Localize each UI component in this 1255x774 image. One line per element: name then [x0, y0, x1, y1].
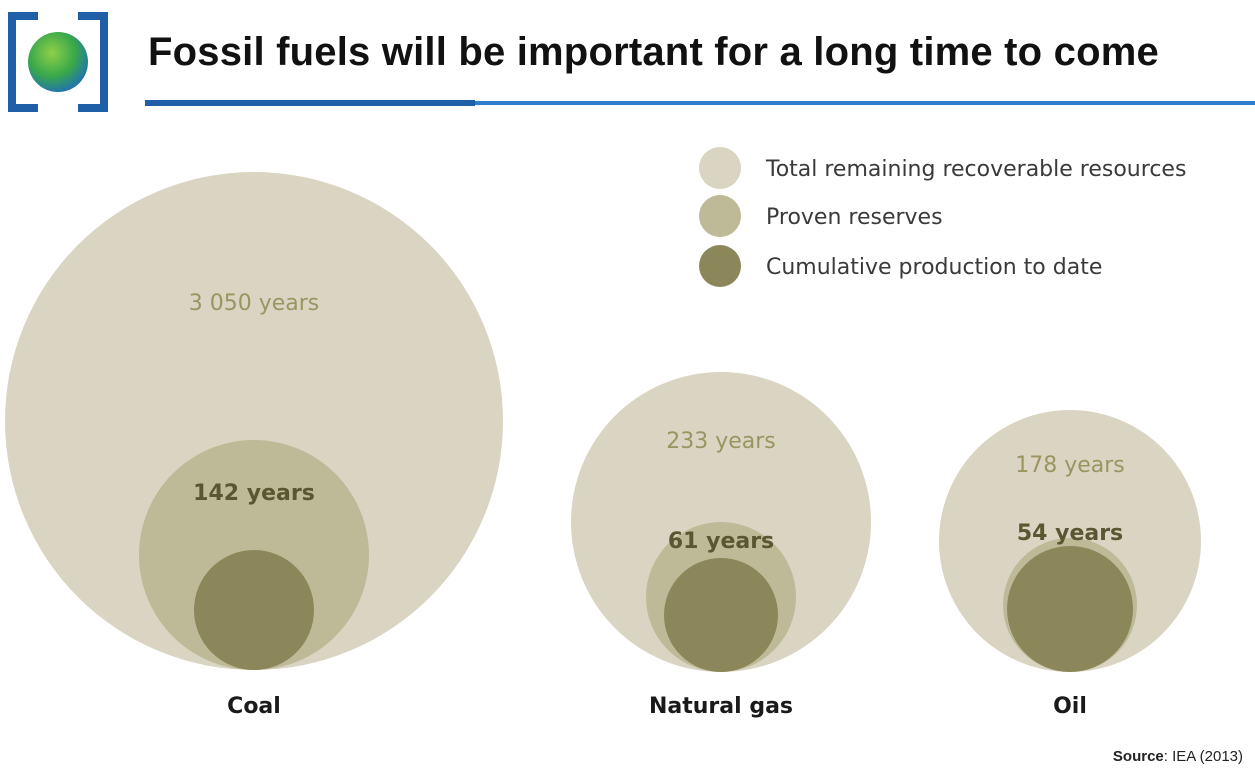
bubble-group-coal: 3 050 years 142 years Coal — [5, 172, 503, 719]
natural-gas-total-label: 233 years — [666, 429, 776, 454]
legend-swatch-total — [699, 147, 741, 189]
source-label: Source — [1113, 748, 1164, 765]
category-label-oil: Oil — [1053, 694, 1087, 719]
natural-gas-proven-label: 61 years — [668, 529, 774, 554]
category-label-coal: Coal — [227, 694, 281, 719]
legend-label-total: Total remaining recoverable resources — [765, 157, 1186, 182]
legend: Total remaining recoverable resources Pro… — [699, 147, 1186, 287]
legend-swatch-cumulative — [699, 245, 741, 287]
oil-cumulative-circle — [1007, 546, 1133, 672]
category-label-natural-gas: Natural gas — [649, 694, 793, 719]
legend-label-cumulative: Cumulative production to date — [766, 255, 1102, 280]
oil-total-label: 178 years — [1015, 453, 1125, 478]
legend-label-proven: Proven reserves — [766, 205, 943, 230]
source-value: : IEA (2013) — [1164, 748, 1243, 765]
bubble-group-oil: 178 years 54 years Oil — [939, 410, 1201, 719]
oil-proven-label: 54 years — [1017, 521, 1123, 546]
coal-proven-label: 142 years — [193, 481, 315, 506]
coal-total-label: 3 050 years — [189, 291, 320, 316]
natural-gas-cumulative-circle — [664, 558, 778, 672]
legend-swatch-proven — [699, 195, 741, 237]
bubble-group-natural-gas: 233 years 61 years Natural gas — [571, 372, 871, 719]
coal-cumulative-circle — [194, 550, 314, 670]
source-note: Source: IEA (2013) — [1113, 748, 1243, 765]
